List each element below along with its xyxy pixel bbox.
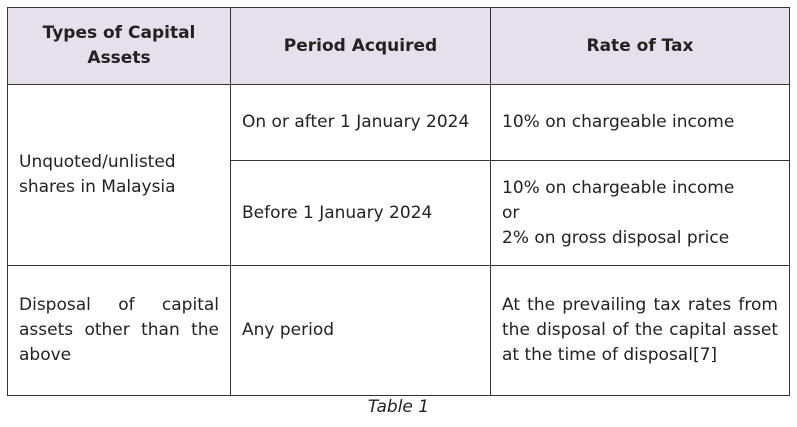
period-cell: Before 1 January 2024 <box>230 160 491 266</box>
rate-line: 10% on chargeable income <box>502 177 735 198</box>
period-cell: Any period <box>230 265 491 396</box>
rate-line: or <box>502 202 520 223</box>
rate-cell: 10% on chargeable income or 2% on gross … <box>490 160 790 266</box>
rate-cell: 10% on chargeable income <box>490 84 790 161</box>
asset-type-cell: Unquoted/unlisted shares in Malaysia <box>7 84 231 266</box>
rate-line: 2% on gross disposal price <box>502 227 730 248</box>
rate-cell: At the prevailing tax rates from the dis… <box>490 265 790 396</box>
header-asset-type: Types of Capital Assets <box>7 7 231 85</box>
table-row: Before 1 January 2024 10% on chargeable … <box>8 160 790 266</box>
header-period: Period Acquired <box>230 7 491 85</box>
table-row: Disposal of capital assets other than th… <box>7 265 790 396</box>
period-cell: On or after 1 January 2024 <box>230 84 491 161</box>
table-row: Unquoted/unlisted shares in Malaysia On … <box>7 84 790 266</box>
header-row: Types of Capital Assets Period Acquired … <box>7 7 790 85</box>
capital-gains-tax-table: Types of Capital Assets Period Acquired … <box>7 7 790 396</box>
header-rate: Rate of Tax <box>490 7 790 85</box>
asset-type-cell: Disposal of capital assets other than th… <box>7 265 231 396</box>
table-caption: Table 1 <box>367 397 430 417</box>
